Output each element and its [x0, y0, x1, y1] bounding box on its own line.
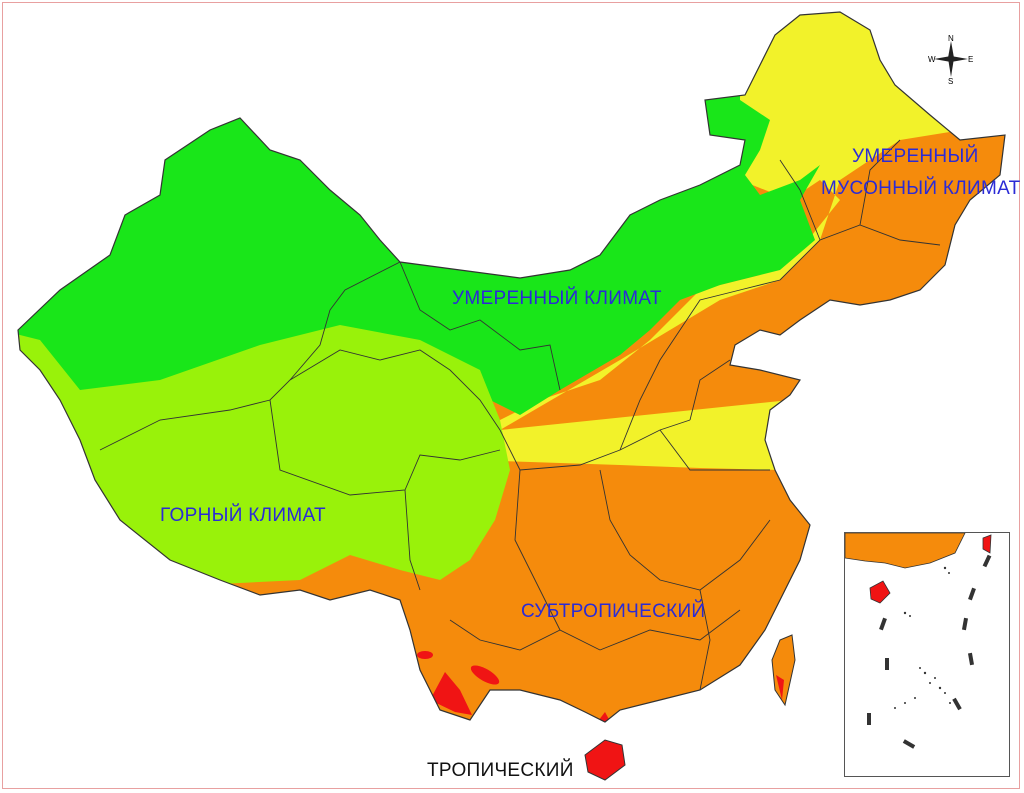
subtropical-climate-label: СУБТРОПИЧЕСКИЙ: [521, 601, 706, 622]
tropical-zone-yunnan: [430, 672, 472, 715]
tropical-zone-patch: [470, 665, 500, 685]
country-outline: [17, 11, 1006, 723]
tropical-zone-leizhou: [595, 712, 612, 722]
nine-dash-line: [867, 554, 992, 749]
hainan-island: [584, 739, 626, 781]
temperate-monsoon-zone: [470, 12, 1005, 470]
temperate-monsoon-label-line1: УМЕРЕННЫЙ: [852, 146, 979, 167]
mountain-zone: [18, 325, 510, 585]
temperate-monsoon-label-line2: МУСОННЫЙ КЛИМАТ: [821, 178, 1021, 199]
compass-north: N: [948, 34, 954, 43]
mountain-climate-label: ГОРНЫЙ КЛИМАТ: [160, 505, 326, 526]
compass-rose-icon: N S E W: [928, 34, 973, 85]
compass-south: S: [948, 77, 953, 85]
south-china-sea-inset: [844, 532, 1010, 777]
compass-east: E: [968, 55, 973, 64]
tropical-zone-taiwan: [776, 675, 784, 700]
tropical-climate-label: ТРОПИЧЕСКИЙ: [427, 760, 574, 781]
taiwan-island: [771, 634, 796, 707]
inset-map: [845, 533, 992, 749]
province-borders: [99, 139, 941, 691]
tropical-zone-patch-2: [417, 651, 433, 659]
temperate-climate-label: УМЕРЕННЫЙ КЛИМАТ: [452, 288, 662, 309]
compass-west: W: [928, 55, 936, 64]
